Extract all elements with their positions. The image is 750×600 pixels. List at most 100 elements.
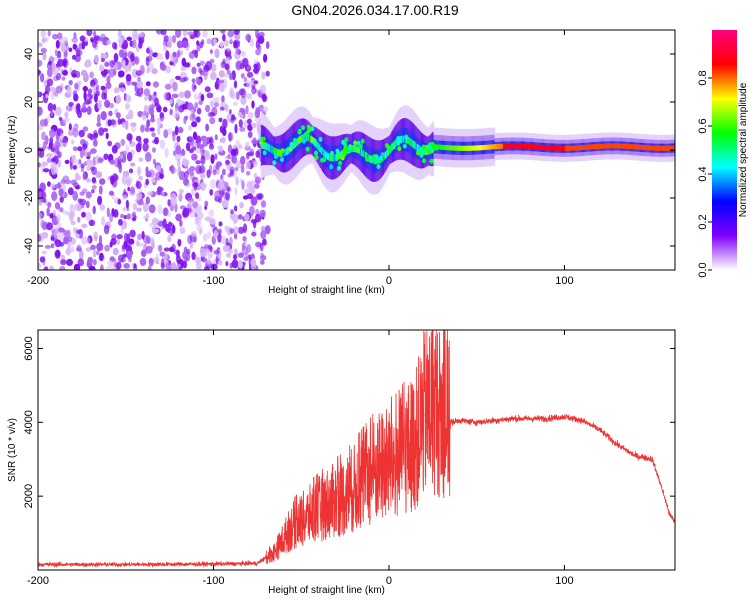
noise-blob [72, 146, 78, 151]
noise-blob [226, 252, 232, 258]
noise-blob [210, 263, 218, 270]
signal-core [453, 145, 456, 151]
signal-blob [318, 136, 323, 142]
noise-blob [128, 109, 134, 120]
signal-blob [430, 141, 435, 147]
noise-blob [126, 151, 133, 162]
noise-blob [40, 30, 47, 38]
noise-blob [51, 191, 58, 202]
noise-blob [170, 196, 177, 207]
noise-blob [72, 190, 79, 201]
noise-blob [94, 54, 99, 64]
y-tick-label: -20 [23, 190, 35, 206]
signal-core [623, 143, 625, 149]
noise-blob [41, 231, 49, 239]
snr-data-point [511, 417, 513, 420]
noise-blob [117, 198, 122, 205]
signal-core [619, 143, 622, 149]
noise-blob [218, 145, 224, 153]
noise-blob [90, 166, 95, 171]
noise-blob [130, 162, 136, 167]
noise-blob [182, 157, 187, 165]
noise-blob [92, 129, 98, 140]
noise-blob [104, 61, 110, 67]
signal-core [630, 144, 632, 150]
noise-blob [44, 36, 49, 43]
noise-blob [200, 94, 205, 102]
noise-blob [79, 191, 85, 196]
snr-data-point [309, 513, 311, 516]
signal-blob [262, 150, 267, 156]
noise-blob [200, 145, 205, 154]
snr-data-point [493, 419, 496, 422]
signal-core [493, 144, 496, 150]
noise-blob [102, 72, 107, 78]
signal-core [569, 145, 571, 151]
noise-blob [232, 214, 239, 224]
signal-core [399, 136, 402, 144]
noise-blob [143, 88, 151, 97]
noise-blob [91, 185, 97, 190]
y-tick-label: 0 [23, 147, 35, 153]
noise-blob [175, 152, 182, 162]
signal-core [618, 143, 621, 149]
noise-blob [62, 210, 69, 215]
noise-blob [246, 181, 253, 191]
signal-core [638, 144, 641, 150]
signal-core [520, 143, 523, 149]
signal-core [295, 139, 298, 147]
signal-core [414, 142, 417, 150]
noise-blob [83, 90, 87, 101]
signal-blob [371, 157, 376, 162]
noise-blob [151, 177, 156, 183]
noise-blob [264, 225, 271, 235]
noise-blob [70, 210, 75, 218]
signal-blob [433, 145, 438, 151]
signal-core [446, 145, 448, 151]
noise-blob [89, 219, 94, 227]
noise-blob [145, 126, 150, 133]
signal-core [299, 135, 302, 143]
noise-blob [194, 102, 199, 109]
noise-blob [86, 151, 92, 156]
noise-blob [154, 136, 159, 145]
signal-core [637, 144, 640, 150]
noise-blob [118, 49, 125, 58]
signal-core [454, 145, 457, 151]
signal-blob [318, 147, 323, 153]
noise-blob [117, 30, 122, 38]
noise-blob [194, 49, 199, 59]
colorbar-tick-label: 0.2 [697, 214, 709, 229]
noise-blob [124, 120, 129, 130]
signal-core [484, 144, 486, 150]
noise-blob [214, 153, 218, 160]
noise-blob [109, 213, 113, 223]
noise-blob [172, 132, 176, 142]
signal-core [298, 136, 301, 144]
signal-core [260, 141, 263, 149]
signal-core [307, 134, 309, 142]
signal-blob [396, 136, 401, 141]
signal-core [666, 145, 668, 151]
y-axis-label: SNR (10 * v/v) [7, 418, 18, 482]
noise-blob [172, 224, 176, 234]
noise-blob [38, 91, 41, 98]
noise-blob [250, 196, 258, 206]
signal-core [615, 143, 618, 149]
noise-blob [54, 202, 61, 210]
signal-core [472, 145, 475, 151]
noise-blob [121, 175, 128, 185]
noise-blob [121, 43, 128, 50]
noise-blob [191, 82, 197, 92]
x-tick-label: -200 [27, 275, 49, 287]
noise-blob [86, 159, 92, 166]
noise-blob [183, 76, 189, 82]
signal-core [458, 145, 461, 151]
noise-blob [236, 91, 240, 101]
noise-blob [148, 107, 155, 115]
signal-core [424, 147, 426, 155]
noise-blob [164, 147, 169, 158]
noise-blob [229, 236, 233, 246]
noise-blob [90, 244, 96, 250]
signal-core [568, 145, 570, 151]
